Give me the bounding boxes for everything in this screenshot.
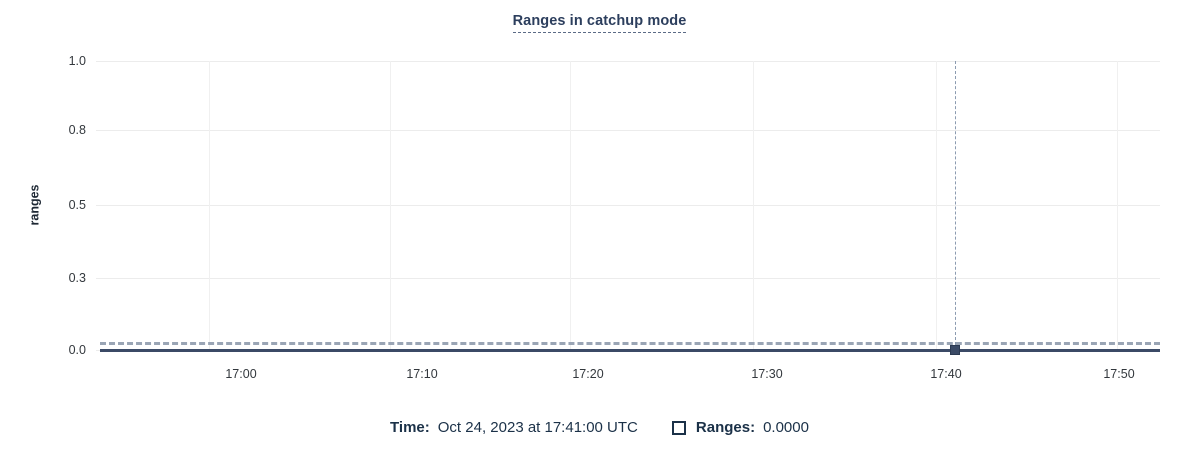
crosshair-point-marker bbox=[950, 345, 960, 355]
series-toggle-checkbox[interactable] bbox=[671, 420, 686, 435]
legend-series-key: Ranges: bbox=[695, 419, 756, 436]
gridline-vertical bbox=[209, 61, 210, 350]
x-tick-label: 17:10 bbox=[406, 367, 438, 381]
legend-series-value: 0.0000 bbox=[763, 419, 809, 436]
crosshair-vertical-line bbox=[955, 61, 956, 350]
legend-time-value: Oct 24, 2023 at 17:41:00 UTC bbox=[437, 419, 638, 436]
chart-legend: Time: Oct 24, 2023 at 17:41:00 UTC Range… bbox=[0, 420, 1199, 435]
series-threshold-line bbox=[100, 342, 1160, 345]
x-tick-label: 17:40 bbox=[930, 367, 962, 381]
gridline-vertical bbox=[1117, 61, 1118, 350]
gridline-horizontal bbox=[96, 278, 1160, 279]
gridline-vertical bbox=[753, 61, 754, 350]
gridline-horizontal bbox=[96, 205, 1160, 206]
y-tick-label: 0.3 bbox=[68, 270, 86, 285]
y-tick-label: 0.8 bbox=[68, 122, 86, 137]
legend-time-group: Time: Oct 24, 2023 at 17:41:00 UTC bbox=[390, 420, 638, 435]
legend-time-key: Time: bbox=[390, 419, 430, 436]
x-tick-label: 17:30 bbox=[751, 367, 783, 381]
x-tick-label: 17:00 bbox=[225, 367, 257, 381]
y-axis-label: ranges bbox=[20, 160, 48, 250]
gridline-horizontal bbox=[96, 130, 1160, 131]
gridline-horizontal bbox=[96, 61, 1160, 62]
y-axis-label-text: ranges bbox=[27, 184, 41, 226]
y-tick-label: 0.0 bbox=[68, 342, 86, 357]
legend-series-group[interactable]: Ranges: 0.0000 bbox=[671, 419, 809, 436]
gridline-vertical bbox=[936, 61, 937, 350]
chart-title-text: Ranges in catchup mode bbox=[512, 14, 687, 33]
gridline-vertical bbox=[570, 61, 571, 350]
y-tick-label: 0.5 bbox=[68, 197, 86, 212]
gridline-vertical bbox=[390, 61, 391, 350]
x-tick-label: 17:50 bbox=[1103, 367, 1135, 381]
x-tick-label: 17:20 bbox=[572, 367, 604, 381]
chart-title: Ranges in catchup mode bbox=[0, 14, 1199, 33]
plot-area[interactable] bbox=[96, 61, 1160, 355]
series-ranges-line bbox=[100, 349, 1160, 352]
y-tick-label: 1.0 bbox=[68, 53, 86, 68]
